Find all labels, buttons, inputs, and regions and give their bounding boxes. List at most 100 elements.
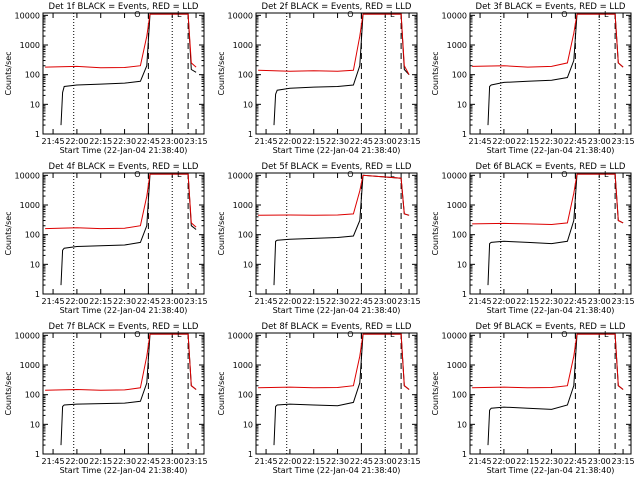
x-tick-label: 21:45 [42, 457, 65, 466]
series-line-lld [472, 13, 624, 68]
series-line-lld [258, 13, 410, 75]
series-line-events [60, 13, 197, 126]
detector-plot-1: Det 1f BLACK = Events, RED = LLD 1 10 100 10… [4, 2, 208, 155]
series-line-events [60, 173, 197, 286]
y-tick-label: 10 [243, 100, 253, 109]
series-line-events [487, 173, 624, 286]
plot-title: Det 8f BLACK = Events, RED = LLD [262, 322, 412, 332]
x-tick-label: 23:15 [612, 137, 635, 146]
y-axis-label: Counts/sec [4, 51, 13, 95]
detector-plot-3: Det 3f BLACK = Events, RED = LLD 1 10 100 10… [431, 2, 635, 155]
plot-frame [42, 12, 205, 135]
x-tick-label: 23:15 [612, 297, 635, 306]
x-tick-label: 22:45 [137, 457, 160, 466]
x-tick-label: 22:00 [492, 457, 515, 466]
plot-title: Det 6f BLACK = Events, RED = LLD [476, 162, 626, 172]
x-tick-label: 22:30 [326, 137, 349, 146]
x-tick-label: 22:45 [564, 137, 587, 146]
y-tick-label: 100 [238, 231, 253, 240]
marker-l: L [177, 330, 182, 339]
x-axis-label: Start Time (22-Jan-04 21:38:40) [273, 146, 401, 155]
series-line-events [487, 333, 624, 446]
x-tick-label: 21:45 [255, 137, 278, 146]
y-tick-label: 1000 [233, 41, 253, 50]
detector-plot-4: Det 4f BLACK = Events, RED = LLD 1 10 100 10… [4, 162, 208, 315]
x-tick-label: 23:00 [374, 297, 397, 306]
y-tick-label: 100 [452, 71, 467, 80]
y-tick-label: 10 [30, 100, 40, 109]
y-tick-label: 10000 [15, 171, 40, 180]
y-tick-label: 100 [25, 391, 40, 400]
x-tick-label: 22:45 [137, 297, 160, 306]
series-line-lld [45, 13, 197, 69]
x-tick-label: 22:00 [278, 137, 301, 146]
y-tick-label: 100 [25, 71, 40, 80]
x-axis-label: Start Time (22-Jan-04 21:38:40) [273, 306, 401, 315]
x-tick-label: 22:30 [326, 297, 349, 306]
y-tick-label: 1 [35, 290, 40, 299]
y-tick-label: 1 [462, 450, 467, 459]
x-tick-label: 22:15 [516, 457, 539, 466]
y-tick-label: 10 [243, 260, 253, 269]
x-tick-label: 22:15 [89, 137, 112, 146]
y-tick-label: 10 [457, 260, 467, 269]
detector-plot-9: Det 9f BLACK = Events, RED = LLD 1 10 100 10… [431, 322, 635, 475]
y-tick-label: 1 [462, 130, 467, 139]
series-line-lld [258, 174, 410, 216]
x-tick-label: 23:00 [588, 457, 611, 466]
x-tick-label: 22:15 [516, 297, 539, 306]
y-tick-label: 100 [238, 71, 253, 80]
y-tick-label: 100 [238, 391, 253, 400]
x-tick-label: 22:45 [564, 457, 587, 466]
x-tick-label: 22:00 [492, 137, 515, 146]
plot-title: Det 4f BLACK = Events, RED = LLD [49, 162, 199, 172]
marker-o: O [134, 10, 140, 19]
marker-l: L [604, 10, 609, 19]
x-tick-label: 22:15 [89, 297, 112, 306]
y-tick-label: 100 [25, 231, 40, 240]
y-tick-label: 1 [248, 290, 253, 299]
y-tick-label: 1 [35, 130, 40, 139]
y-tick-label: 10 [457, 100, 467, 109]
x-tick-label: 21:45 [42, 297, 65, 306]
x-tick-label: 22:45 [350, 137, 373, 146]
plot-frame [255, 332, 418, 455]
plot-title: Det 7f BLACK = Events, RED = LLD [49, 322, 199, 332]
x-tick-label: 21:45 [255, 457, 278, 466]
plot-title: Det 1f BLACK = Events, RED = LLD [49, 2, 199, 12]
detector-plot-2: Det 2f BLACK = Events, RED = LLD 1 10 100 10… [217, 2, 421, 155]
x-tick-label: 22:45 [350, 457, 373, 466]
plot-frame [469, 12, 632, 135]
marker-l: L [604, 330, 609, 339]
y-tick-label: 10 [30, 420, 40, 429]
x-tick-label: 22:15 [302, 297, 325, 306]
x-tick-label: 22:45 [137, 137, 160, 146]
y-axis-label: Counts/sec [217, 211, 226, 255]
x-tick-label: 22:00 [65, 457, 88, 466]
x-tick-label: 22:30 [113, 297, 136, 306]
x-tick-label: 23:15 [398, 457, 421, 466]
y-tick-label: 1000 [233, 201, 253, 210]
x-axis-label: Start Time (22-Jan-04 21:38:40) [487, 466, 615, 475]
detector-plot-6: Det 6f BLACK = Events, RED = LLD 1 10 100 10… [431, 162, 635, 315]
y-tick-label: 10000 [15, 331, 40, 340]
plot-frame [469, 172, 632, 295]
y-tick-label: 100 [452, 391, 467, 400]
marker-o: O [561, 330, 567, 339]
y-tick-label: 10000 [442, 331, 467, 340]
y-tick-label: 1 [35, 450, 40, 459]
marker-o: O [561, 10, 567, 19]
x-tick-label: 23:00 [374, 457, 397, 466]
x-axis-label: Start Time (22-Jan-04 21:38:40) [60, 466, 188, 475]
x-axis-label: Start Time (22-Jan-04 21:38:40) [273, 466, 401, 475]
y-tick-label: 10000 [442, 171, 467, 180]
marker-o: O [347, 170, 353, 179]
x-tick-label: 23:15 [612, 457, 635, 466]
y-tick-label: 10000 [15, 11, 40, 20]
x-tick-label: 23:00 [161, 137, 184, 146]
plot-frame [42, 172, 205, 295]
series-line-lld [45, 333, 197, 391]
y-tick-label: 1000 [20, 41, 40, 50]
x-axis-label: Start Time (22-Jan-04 21:38:40) [60, 146, 188, 155]
x-tick-label: 21:45 [469, 457, 492, 466]
